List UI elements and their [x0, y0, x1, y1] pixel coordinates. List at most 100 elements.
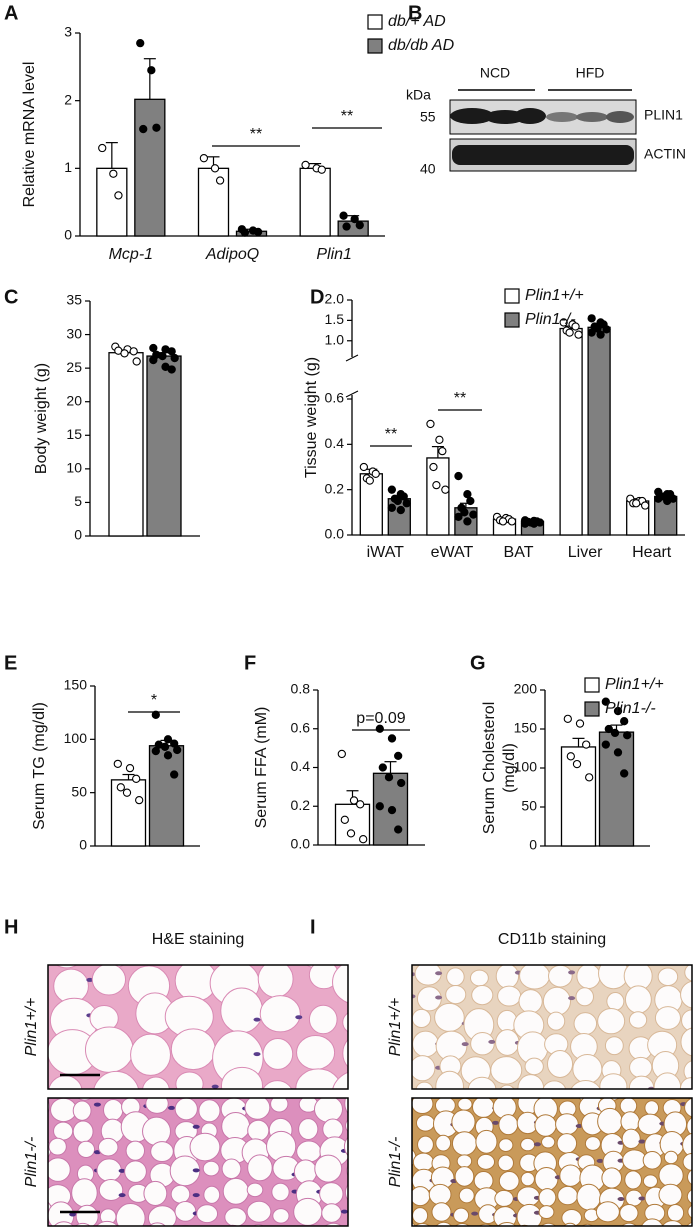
- row-label: Plin1-/-: [387, 1137, 404, 1188]
- legend-label: db/db AD: [388, 37, 455, 54]
- adipocyte: [606, 991, 625, 1011]
- data-point: [199, 154, 209, 163]
- axis-break: [345, 390, 359, 398]
- adipocyte: [296, 1140, 322, 1163]
- y-tick-label: 0: [529, 837, 537, 853]
- legend-swatch: [504, 312, 520, 328]
- adipocyte: [198, 1099, 221, 1123]
- adipocyte: [305, 965, 329, 969]
- data-point: [375, 802, 384, 811]
- adipocyte: [498, 1138, 514, 1153]
- data-point: [654, 494, 663, 503]
- adipocyte: [346, 1165, 348, 1177]
- significance-label: *: [151, 692, 157, 709]
- panel-letter: F: [244, 652, 256, 674]
- adipocyte: [202, 1160, 220, 1177]
- adipocyte: [630, 948, 648, 963]
- adipocyte: [415, 1114, 435, 1132]
- x-tick-label: AdipoQ: [205, 246, 259, 263]
- y-tick-label: 2: [64, 91, 72, 107]
- data-point: [149, 355, 158, 365]
- micrograph: [0, 941, 348, 1109]
- data-point: [158, 351, 167, 361]
- data-point: [387, 503, 397, 512]
- adipocyte: [412, 1055, 436, 1082]
- adipocyte: [174, 1200, 197, 1222]
- legend-label: Plin1+/+: [525, 287, 584, 304]
- adipocyte: [150, 1141, 174, 1163]
- adipocyte: [655, 937, 676, 959]
- data-point: [98, 143, 107, 153]
- adipocyte: [456, 1154, 473, 1169]
- y-tick-label: 0.0: [325, 526, 345, 542]
- data-point: [346, 829, 356, 838]
- y-axis-label: (mg/dl): [501, 743, 518, 793]
- nucleus: [435, 971, 443, 976]
- x-tick-label: Liver: [568, 544, 603, 561]
- y-axis-label: Tissue weight (g): [303, 357, 320, 478]
- data-point: [359, 462, 369, 472]
- adipocyte: [412, 1008, 432, 1029]
- micrographs: [0, 937, 693, 1232]
- micrograph: [387, 937, 692, 1089]
- data-point: [429, 462, 438, 472]
- x-tick-label: Heart: [632, 544, 672, 561]
- y-axis-label: Body weight (g): [33, 363, 50, 474]
- legend-swatch: [504, 288, 520, 304]
- adipocyte: [196, 1204, 219, 1224]
- adipocyte: [575, 987, 594, 1007]
- data-point: [613, 748, 623, 757]
- adipocyte: [221, 1158, 242, 1180]
- adipocyte: [269, 1227, 290, 1232]
- adipocyte: [471, 985, 494, 1006]
- adipocyte: [454, 1166, 475, 1187]
- adipocyte: [458, 1187, 475, 1204]
- data-point: [253, 227, 263, 237]
- adipocyte: [170, 1184, 191, 1204]
- y-tick-label: 0: [79, 837, 87, 853]
- data-point: [163, 751, 173, 760]
- y-tick-label: 0.2: [325, 480, 345, 496]
- adipocyte: [175, 1071, 204, 1089]
- nucleus: [93, 1102, 101, 1107]
- data-point: [563, 714, 572, 724]
- nucleus: [192, 1193, 200, 1198]
- adipocyte: [548, 965, 573, 988]
- marker-size: 40: [420, 161, 436, 177]
- adipocyte: [387, 959, 412, 983]
- row-label: Plin1-/-: [23, 1137, 40, 1188]
- adipocyte: [84, 1026, 134, 1073]
- data-point: [387, 734, 397, 743]
- adipocyte: [619, 1203, 639, 1223]
- data-point: [356, 800, 365, 809]
- data-point: [613, 706, 623, 716]
- data-point: [585, 773, 594, 782]
- bar: [110, 779, 147, 847]
- legend-swatch: [584, 677, 600, 693]
- adipocyte: [313, 1098, 344, 1123]
- adipocyte: [687, 1169, 692, 1186]
- nucleus: [253, 1052, 261, 1057]
- adipocyte: [542, 1080, 567, 1089]
- adipocyte: [604, 1036, 624, 1056]
- adipocyte: [142, 1076, 170, 1089]
- nucleus: [596, 1158, 604, 1163]
- nucleus: [295, 941, 302, 945]
- y-tick-label: 0.6: [325, 390, 345, 406]
- adipocyte: [658, 1183, 683, 1206]
- nucleus: [471, 1211, 479, 1216]
- adipocyte: [412, 1152, 435, 1172]
- adipocyte: [572, 1054, 603, 1085]
- adipocyte: [559, 1164, 582, 1187]
- nucleus: [409, 947, 416, 951]
- adipocyte: [322, 1118, 344, 1140]
- legend-label: Plin1-/-: [605, 700, 656, 717]
- adipocyte: [654, 1006, 681, 1030]
- adipocyte: [417, 1135, 434, 1154]
- adipocyte: [0, 1065, 43, 1109]
- adipocyte: [519, 965, 551, 990]
- adipocyte: [130, 1033, 172, 1076]
- y-tick-label: 0.8: [291, 681, 311, 697]
- legend-swatch: [367, 14, 383, 30]
- adipocyte: [71, 1178, 98, 1208]
